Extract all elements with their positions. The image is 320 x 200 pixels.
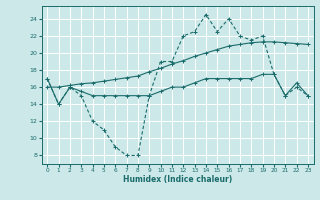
X-axis label: Humidex (Indice chaleur): Humidex (Indice chaleur) — [123, 175, 232, 184]
